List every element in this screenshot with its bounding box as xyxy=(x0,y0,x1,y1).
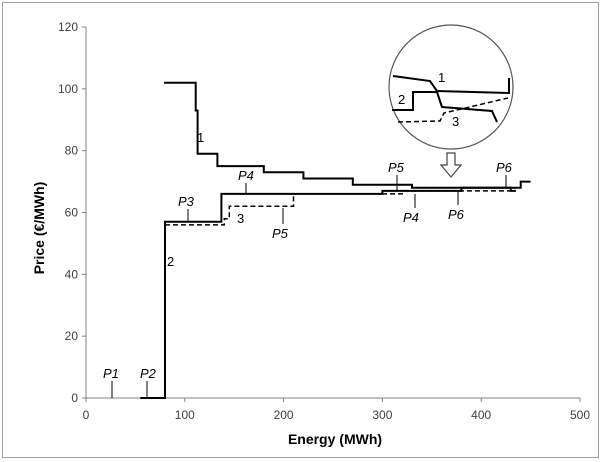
zoom-inset: 1 2 3 xyxy=(388,24,514,150)
y-tick-label: 120 xyxy=(58,20,78,34)
y-tick-label: 0 xyxy=(71,391,78,405)
curve-label-1: 1 xyxy=(197,130,204,145)
curve-label-3: 3 xyxy=(237,211,244,226)
inset-label-2: 2 xyxy=(398,92,405,107)
point-label-p4-upper: P4 xyxy=(238,168,254,183)
point-label-p3: P3 xyxy=(178,194,195,209)
inset-label-1: 1 xyxy=(438,70,445,85)
x-tick-label: 100 xyxy=(175,408,195,422)
x-tick-label: 0 xyxy=(83,408,90,422)
x-axis: 0 100 200 300 400 500 xyxy=(83,397,590,422)
y-tick-label: 80 xyxy=(65,144,79,158)
x-axis-title: Energy (MWh) xyxy=(288,431,382,447)
y-tick-label: 40 xyxy=(65,267,79,281)
y-axis: 0 20 40 60 80 100 120 xyxy=(58,20,87,405)
series-layer xyxy=(140,81,531,399)
curve-labels: 1 2 3 xyxy=(167,130,244,269)
point-label-p5-lower: P5 xyxy=(272,226,289,241)
point-labels: P1 P2 P3 P4 P5 P5 P4 P6 P6 xyxy=(103,160,513,398)
series-line-2 xyxy=(140,186,516,399)
zoom-inset-circle xyxy=(388,24,514,150)
x-tick-label: 500 xyxy=(570,408,590,422)
x-tick-label: 300 xyxy=(372,408,392,422)
point-label-p6-upper: P6 xyxy=(496,160,513,175)
y-axis-title: Price (€/MWh) xyxy=(31,182,47,275)
y-tick-label: 60 xyxy=(65,206,79,220)
inset-label-3: 3 xyxy=(452,114,459,129)
down-arrow-icon xyxy=(439,152,463,178)
zoom-inset-curve-3 xyxy=(397,97,509,123)
y-tick-label: 100 xyxy=(58,82,78,96)
zoom-inset-curve-2 xyxy=(392,91,498,123)
point-label-p2: P2 xyxy=(140,366,157,381)
curve-label-2: 2 xyxy=(167,254,174,269)
series-line-3 xyxy=(165,190,511,226)
y-tick-label: 20 xyxy=(65,329,79,343)
x-tick-label: 400 xyxy=(471,408,491,422)
point-label-p4-lower: P4 xyxy=(403,210,419,225)
x-tick-label: 200 xyxy=(274,408,294,422)
point-label-p5-upper: P5 xyxy=(388,160,405,175)
point-label-p6-lower: P6 xyxy=(448,207,465,222)
point-label-p1: P1 xyxy=(103,366,119,381)
series-line-1 xyxy=(164,81,531,189)
chart-frame xyxy=(2,2,599,458)
